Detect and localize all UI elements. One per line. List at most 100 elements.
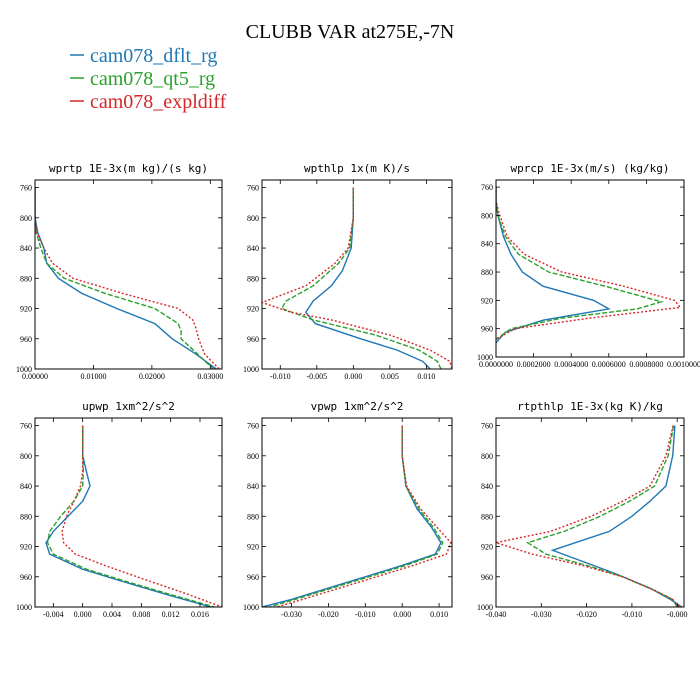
x-tick-label: 0.012 [162,610,180,619]
series-line-dflt [550,425,683,607]
x-tick-label: -0.004 [43,610,64,619]
x-tick-label: -0.010 [270,372,291,381]
y-tick-label: 880 [247,274,259,283]
y-tick-label: 840 [247,482,259,491]
x-tick-label: 0.01000 [80,372,106,381]
x-tick-label: -0.030 [281,610,302,619]
legend-entry-qt5: cam078_qt5_rg [70,68,215,90]
x-tick-label: 0.0010000 [667,360,700,369]
y-tick-label: 760 [20,422,32,431]
x-tick-label: 0.004 [103,610,121,619]
x-tick-label: 0.0008000 [629,360,663,369]
x-tick-label: -0.010 [355,610,376,619]
x-tick-label: 0.000 [74,610,92,619]
y-tick-label: 1000 [16,365,32,374]
y-tick-label: 920 [247,543,259,552]
x-tick-label: -0.020 [576,610,597,619]
panel-title: upwp 1xm^2/s^2 [82,400,175,413]
y-tick-label: 960 [20,573,32,582]
y-tick-label: 1000 [477,603,493,612]
y-tick-label: 1000 [477,353,493,362]
x-tick-label: -0.000 [667,610,688,619]
x-tick-label: 0.000 [393,610,411,619]
legend-label-qt5: cam078_qt5_rg [90,68,215,90]
series-line-dflt [35,187,217,369]
y-tick-label: 760 [247,184,259,193]
y-tick-label: 760 [20,184,32,193]
panel-3: wprcp 1E-3x(m/s) (kg/kg) 760 800 840 880 920 9… [477,162,700,369]
legend-entry-dflt: cam078_dflt_rg [70,45,217,67]
y-tick-label: 760 [481,422,493,431]
y-tick-label: 920 [481,296,493,305]
panels: wprtp 1E-3x(m kg)/(s kg) 760 800 840 880 920 9… [16,162,700,619]
series-line-dflt [304,187,431,369]
y-tick-label: 880 [481,512,493,521]
y-tick-label: 800 [481,452,493,461]
series-line-expl [262,187,452,369]
series-line-expl [61,425,222,607]
plot-frame [495,417,685,608]
series-line-qt5 [526,425,678,607]
series-line-dflt [45,425,212,607]
y-tick-label: 920 [20,305,32,314]
y-tick-label: 920 [481,543,493,552]
y-tick-label: 960 [247,573,259,582]
y-tick-label: 800 [247,452,259,461]
x-tick-label: -0.005 [306,372,327,381]
series-line-expl [276,425,452,607]
plot-frame [261,179,453,370]
y-tick-label: 880 [20,512,32,521]
x-tick-label: 0.010 [430,610,448,619]
legend-entry-expl: cam078_expldiff [70,91,227,113]
x-tick-label: 0.0006000 [592,360,626,369]
series-line-qt5 [496,187,664,340]
y-tick-label: 960 [481,325,493,334]
y-tick-label: 920 [20,543,32,552]
y-tick-label: 880 [20,274,32,283]
x-tick-label: -0.020 [318,610,339,619]
y-tick-label: 880 [247,512,259,521]
x-tick-label: 0.005 [381,372,399,381]
y-tick-label: 760 [481,183,493,192]
series-line-expl [496,425,681,607]
y-tick-label: 960 [20,335,32,344]
x-tick-label: 0.016 [191,610,209,619]
plot-frame [34,417,223,608]
series-line-qt5 [269,425,444,607]
figure-title: CLUBB VAR at275E,-7N [246,21,455,43]
legend-label-expl: cam078_expldiff [90,91,227,113]
y-tick-label: 880 [481,268,493,277]
y-tick-label: 840 [247,244,259,253]
x-tick-label: -0.030 [531,610,552,619]
plot-frame [261,417,453,608]
series-line-qt5 [46,425,215,607]
y-tick-label: 760 [247,422,259,431]
y-tick-label: 960 [247,335,259,344]
panel-title: vpwp 1xm^2/s^2 [311,400,404,413]
panel-title: wpthlp 1x(m K)/s [304,162,410,175]
y-tick-label: 960 [481,573,493,582]
x-tick-label: -0.040 [486,610,507,619]
panel-title: rtpthlp 1E-3x(kg K)/kg [517,400,663,413]
series-line-dflt [496,187,611,344]
panel-title: wprcp 1E-3x(m/s) (kg/kg) [511,162,670,175]
panel-title: wprtp 1E-3x(m kg)/(s kg) [49,162,208,175]
panel-2: wpthlp 1x(m K)/s 760 800 840 880 920 960 1000 -0… [243,162,453,381]
y-tick-label: 1000 [243,365,259,374]
x-tick-label: 0.010 [417,372,435,381]
x-tick-label: -0.010 [622,610,643,619]
y-tick-label: 800 [20,452,32,461]
x-tick-label: 0.0004000 [554,360,588,369]
legend: cam078_dflt_rg cam078_qt5_rg cam078_expl… [70,45,227,113]
plot-frame [34,179,223,370]
series-line-qt5 [35,187,214,369]
y-tick-label: 920 [247,305,259,314]
panel-4: upwp 1xm^2/s^2 760 800 840 880 920 960 1000 -0.0… [16,400,223,619]
x-tick-label: 0.008 [132,610,150,619]
x-tick-label: 0.0002000 [517,360,551,369]
y-tick-label: 800 [481,211,493,220]
y-tick-label: 1000 [243,603,259,612]
y-tick-label: 840 [20,482,32,491]
plot-frame [495,179,685,358]
